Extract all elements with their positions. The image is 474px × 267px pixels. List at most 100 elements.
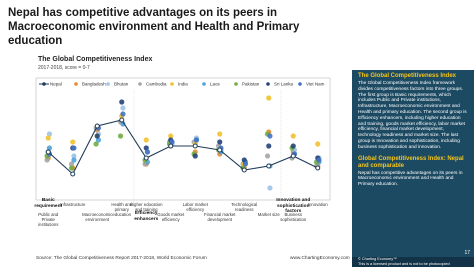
- nepal-dot: [192, 143, 198, 149]
- x-tick-label: Higher education and training: [130, 202, 163, 212]
- dot: [120, 105, 126, 111]
- legend-marker: [234, 82, 238, 86]
- x-tick-label: Infrastructure: [60, 202, 86, 207]
- slide-title: Nepal has competitive advantages on its …: [8, 7, 300, 47]
- plot-frame: [35, 77, 331, 201]
- dot: [120, 121, 126, 127]
- legend-label: Nepal: [50, 82, 62, 87]
- x-tick-label: Public and Private institutions: [38, 212, 59, 227]
- chart-title: The Global Competitiveness Index: [38, 56, 153, 63]
- dot: [315, 141, 321, 147]
- dot: [217, 131, 223, 137]
- nepal-dot: [143, 155, 149, 161]
- dot: [192, 153, 198, 159]
- dot: [71, 157, 77, 163]
- dot: [71, 153, 77, 159]
- legend-marker: [266, 82, 270, 86]
- legend-marker: [106, 82, 110, 86]
- group-label: Innovation and sophistication factors: [276, 198, 311, 214]
- dot: [120, 111, 126, 117]
- legend-label: Viet Nam: [306, 82, 325, 87]
- dot: [193, 137, 200, 143]
- legend-marker: [42, 82, 46, 86]
- panel-heading: The Global Competitiveness Index: [358, 73, 457, 79]
- nepal-dot: [241, 167, 247, 173]
- nepal-line: [47, 119, 318, 175]
- dot: [264, 153, 271, 159]
- panel-text: The Global Competitiveness Index framewo…: [358, 81, 467, 150]
- dot: [46, 145, 53, 151]
- panel-text: Nepal has competitive advantages on its …: [358, 170, 463, 188]
- dot: [266, 143, 272, 149]
- dot: [68, 161, 75, 167]
- x-tick-label: Technological readiness: [231, 202, 258, 212]
- nepal-dot: [119, 117, 125, 123]
- dot: [169, 139, 175, 145]
- source: Source: The Global Competitiveness Repor…: [36, 256, 207, 261]
- x-tick-label: Macroeconomic environment: [82, 212, 113, 222]
- dot: [95, 137, 102, 143]
- chart: Nepal Bangladesh Bhutan Cambodia India Laos Pa…: [35, 77, 331, 201]
- dot: [316, 157, 322, 163]
- x-tick-label: Market size: [257, 212, 280, 217]
- dot: [242, 161, 249, 167]
- notice: This is a licensed product and is not to…: [358, 261, 450, 266]
- copyright: © Charting Economy™: [358, 257, 397, 261]
- legend-label: Pakistan: [242, 82, 260, 87]
- dot: [266, 95, 272, 101]
- dot: [267, 133, 273, 139]
- legend-label: Cambodia: [146, 82, 167, 87]
- dot: [143, 137, 149, 143]
- dot: [267, 185, 273, 191]
- legend-marker: [298, 82, 302, 86]
- legend-label: Sri Lanka: [274, 82, 294, 87]
- footer-bar: © Charting Economy™ This is a licensed p…: [352, 257, 474, 267]
- dot: [94, 133, 100, 139]
- nepal-dot: [94, 123, 100, 129]
- dot: [241, 157, 247, 163]
- dot: [68, 165, 75, 171]
- info-panel: The Global Competitiveness Index The Glo…: [352, 70, 474, 257]
- dot: [290, 133, 296, 139]
- nepal-dot: [217, 147, 223, 153]
- dot: [70, 139, 76, 145]
- page-number: 17: [464, 250, 470, 256]
- dot: [290, 143, 296, 149]
- x-tick-label: Financial market development: [203, 212, 236, 222]
- group-label: Basic requirement: [34, 198, 63, 209]
- chart-subtitle: 2017-2018, score = 0-7: [38, 65, 90, 71]
- nepal-dot: [70, 171, 76, 177]
- x-tick-label: Labor market efficiency: [182, 202, 208, 212]
- panel-heading: Global Competitiveness Index: Nepal and …: [358, 155, 464, 169]
- dot: [46, 131, 53, 137]
- x-tick-label: Health and primary education: [111, 202, 133, 217]
- legend-label: Bangladesh: [82, 82, 106, 87]
- dot: [144, 149, 151, 155]
- dot: [44, 157, 50, 163]
- x-tick-label: Business sophistication: [280, 212, 307, 222]
- nepal-dot: [315, 165, 321, 171]
- legend-marker: [202, 82, 206, 86]
- legend-label: India: [178, 82, 188, 87]
- nepal-dot: [290, 153, 296, 159]
- dot: [143, 145, 149, 151]
- dot: [71, 145, 77, 151]
- group-label: Efficiency enhancers: [134, 211, 159, 222]
- nepal-dot: [266, 163, 272, 169]
- dot: [119, 99, 125, 105]
- legend-label: Bhutan: [114, 82, 129, 87]
- legend-label: Laos: [210, 82, 221, 87]
- dot: [45, 135, 51, 141]
- legend-marker: [138, 82, 142, 86]
- legend-marker: [74, 82, 78, 86]
- legend-marker: [170, 82, 174, 86]
- dot: [168, 133, 174, 139]
- dot: [93, 141, 99, 147]
- x-tick-label: Goods market efficiency: [157, 212, 185, 222]
- website: www.ChartingEconomy.com: [290, 256, 350, 261]
- nepal-dot: [45, 149, 51, 155]
- dot: [117, 133, 124, 139]
- nepal-dot: [168, 143, 174, 149]
- x-tick-label: Innovation: [307, 202, 328, 207]
